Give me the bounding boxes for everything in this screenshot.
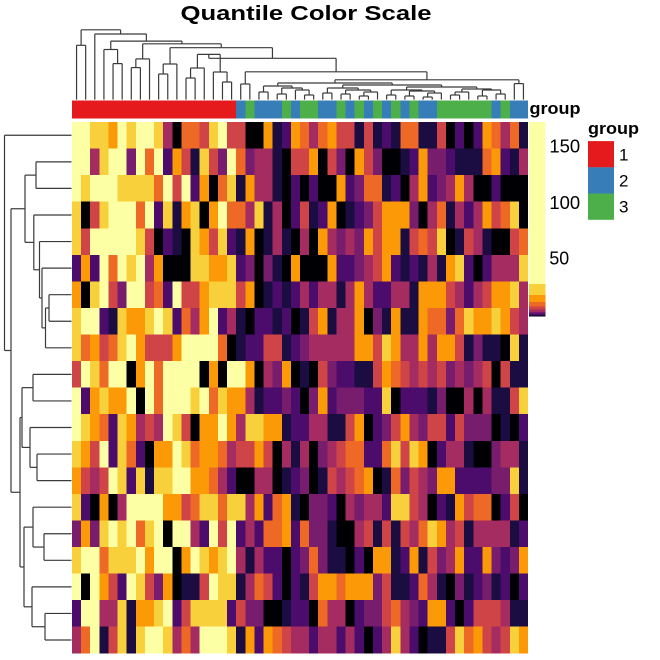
svg-text:50: 50 [549,248,569,268]
svg-text:3: 3 [619,198,628,217]
svg-text:2: 2 [619,172,628,191]
svg-text:100: 100 [549,193,580,213]
svg-text:150: 150 [549,136,580,156]
svg-text:group: group [530,99,581,118]
svg-text:1: 1 [619,145,628,164]
svg-text:group: group [588,119,639,138]
svg-text:Quantile Color Scale: Quantile Color Scale [181,3,432,25]
